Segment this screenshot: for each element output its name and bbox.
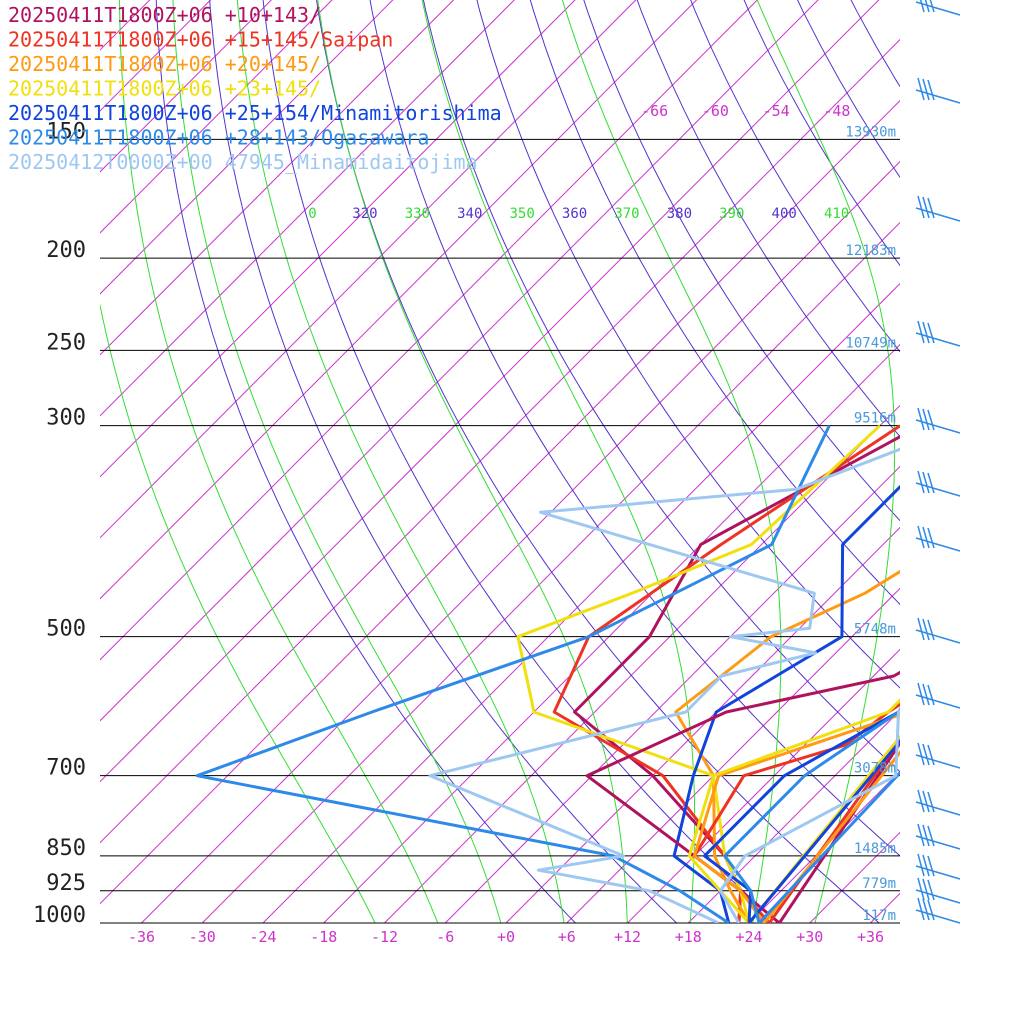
legend-entry: 20250411T1800Z+06 +28+143/Ogasawara — [8, 126, 429, 150]
temperature-tick-label: +12 — [614, 928, 641, 946]
isotherm-top-label: -48 — [823, 102, 850, 120]
temperature-tick-label: -12 — [371, 928, 398, 946]
dry-adiabat-line — [353, 0, 1006, 943]
legend: 20250411T1800Z+06 +10+143/20250411T1800Z… — [8, 3, 502, 174]
pressure-label: 850 — [46, 836, 86, 861]
wind-barb-icon — [916, 790, 960, 815]
theta-label: 410 — [824, 206, 849, 222]
height-label: 3078m — [854, 761, 896, 777]
pressure-label: 300 — [46, 406, 86, 431]
temperature-tick-label: +18 — [675, 928, 702, 946]
theta-label: 340 — [457, 206, 482, 222]
wind-barb-layer — [916, 0, 960, 923]
isotherm-top-label: -54 — [763, 102, 790, 120]
height-label: 1485m — [854, 841, 896, 857]
wind-barb-icon — [916, 408, 960, 433]
isotherm-line — [445, 0, 1024, 923]
dry-adiabat-line — [501, 0, 1024, 943]
temperature-tick-label: +24 — [735, 928, 762, 946]
temperature-tick-label: +0 — [497, 928, 515, 946]
legend-entry: 20250411T1800Z+06 +10+143/ — [8, 3, 321, 27]
theta-label: 390 — [719, 206, 744, 222]
pressure-label: 250 — [46, 330, 86, 355]
dry-adiabat-line — [943, 0, 1024, 943]
wind-barb-icon — [916, 78, 960, 103]
theta-label: 400 — [772, 206, 797, 222]
wind-barb-icon — [916, 683, 960, 708]
height-label: 12183m — [845, 243, 896, 259]
temperature-tick-label: -18 — [310, 928, 337, 946]
dry-adiabat-line — [599, 0, 1024, 943]
theta-label: 0 — [308, 206, 316, 222]
temperature-tick-label: +30 — [796, 928, 823, 946]
temperature-tick-label: -6 — [436, 928, 454, 946]
wind-barb-icon — [916, 526, 960, 551]
temperature-tick-label: -30 — [189, 928, 216, 946]
wind-barb-icon — [916, 196, 960, 221]
legend-entry: 20250411T1800Z+06 +25+154/Minamitorishim… — [8, 101, 502, 125]
dry-adiabat-line — [894, 0, 1024, 943]
wind-barb-flag — [918, 0, 924, 12]
isotherm-top-label: -60 — [702, 102, 729, 120]
theta-label: 380 — [667, 206, 692, 222]
wind-barb-icon — [916, 321, 960, 346]
dry-adiabat-line — [746, 0, 1024, 943]
height-label: 117m — [862, 908, 896, 924]
height-label: 13930m — [845, 124, 896, 140]
temperature-tick-label: +6 — [558, 928, 576, 946]
wind-barb-icon — [916, 618, 960, 643]
height-label: 10749m — [845, 335, 896, 351]
theta-label: 370 — [614, 206, 639, 222]
temperature-tick-label: +36 — [857, 928, 884, 946]
theta-label: 320 — [352, 206, 377, 222]
theta-label: 350 — [510, 206, 535, 222]
theta-label: 330 — [405, 206, 430, 222]
wind-barb-icon — [916, 743, 960, 768]
pressure-label: 200 — [46, 238, 86, 263]
dry-adiabat-line — [992, 0, 1024, 943]
pressure-label: 1000 — [33, 903, 86, 928]
height-label: 5748m — [854, 622, 896, 638]
temperature-tick-label: -36 — [128, 928, 155, 946]
legend-entry: 20250411T1800Z+06 +15+145/Saipan — [8, 28, 393, 52]
temperature-tick-label: -24 — [249, 928, 276, 946]
wind-barb-icon — [916, 471, 960, 496]
height-label: 9516m — [854, 411, 896, 427]
wind-barb-icon — [916, 824, 960, 849]
wind-barb-icon — [916, 0, 960, 15]
theta-label: 360 — [562, 206, 587, 222]
temperature-profile-line — [587, 0, 1024, 923]
pressure-label: 925 — [46, 871, 86, 896]
pressure-label: 700 — [46, 756, 86, 781]
legend-entry: 20250411T1800Z+06 +23+145/ — [8, 77, 321, 101]
height-label: 779m — [862, 876, 896, 892]
pressure-label: 500 — [46, 617, 86, 642]
isotherm-top-label: -66 — [641, 102, 668, 120]
legend-entry: 20250411T1800Z+06 +20+145/ — [8, 52, 321, 76]
wind-barb-icon — [916, 854, 960, 879]
legend-entry: 20250412T0000Z+00 47945_Minamidaitojima — [8, 150, 478, 174]
